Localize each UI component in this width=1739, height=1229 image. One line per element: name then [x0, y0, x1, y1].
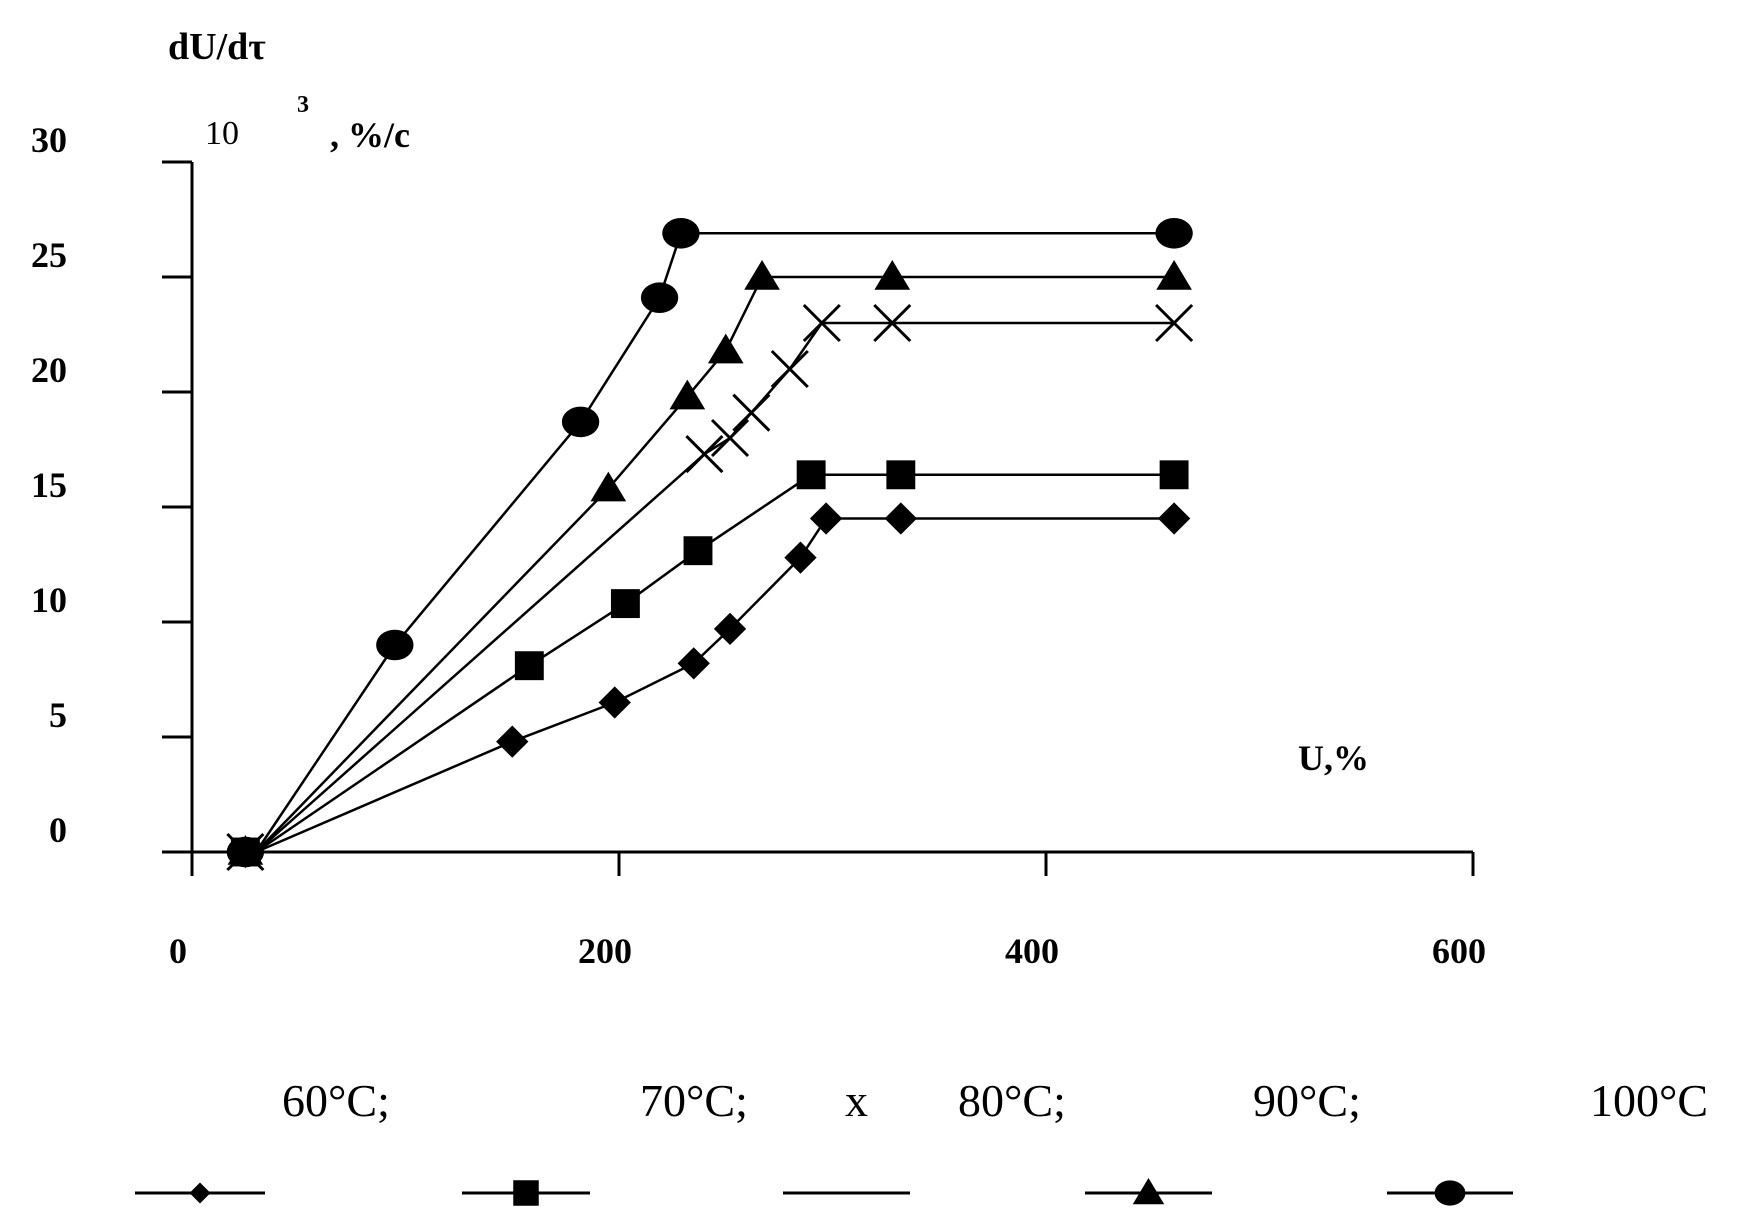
data-point-x [1155, 303, 1194, 343]
data-point-triangle [744, 260, 780, 290]
y-tick-label: 15 [31, 465, 67, 505]
data-point-x [873, 303, 912, 343]
data-point-square [514, 651, 544, 681]
data-point-square [886, 460, 916, 490]
legend-label-60c: 60°C; [282, 1075, 390, 1126]
data-point-circle [561, 406, 600, 438]
x-tick-label: 0 [169, 931, 187, 971]
data-point-triangle [669, 379, 706, 410]
data-point-diamond [713, 612, 747, 646]
data-point-circle [226, 836, 265, 868]
legend-marker-triangle [1132, 1178, 1165, 1205]
y-tick-label: 10 [31, 580, 67, 620]
data-point-x [710, 418, 750, 458]
y-tick-label: 0 [49, 810, 67, 850]
data-point-circle [662, 218, 700, 249]
data-point-x [770, 349, 809, 389]
data-point-circle [640, 282, 679, 314]
data-point-square [610, 589, 640, 619]
data-point-x [685, 435, 724, 474]
series-line-square [245, 473, 1175, 854]
data-point-diamond [677, 647, 710, 680]
legend-prefix-80c: x [845, 1075, 868, 1126]
data-point-triangle [1156, 260, 1192, 290]
x-tick-label: 200 [578, 931, 632, 971]
y-axis-exponent: 3 [297, 92, 309, 118]
data-point-diamond [809, 502, 843, 535]
legend-label-90c: 90°C; [1253, 1075, 1361, 1126]
legend-marker-diamond [189, 1182, 211, 1204]
data-point-circle [376, 629, 414, 661]
data-point-x [732, 393, 771, 432]
data-point-diamond [884, 502, 917, 535]
data-point-triangle [874, 260, 911, 290]
y-tick-label: 30 [31, 120, 67, 160]
data-point-square [1159, 460, 1189, 490]
x-axis-label: U,% [1298, 738, 1369, 778]
data-point-diamond [496, 725, 529, 758]
data-point-triangle [707, 333, 744, 364]
series-line-triangle [245, 275, 1175, 854]
x-tick-label: 400 [1005, 931, 1059, 971]
y-axis-multiplier: 10 [205, 115, 239, 152]
data-point-diamond [1157, 502, 1191, 535]
data-point-circle [1155, 218, 1193, 249]
legend-marker-square [513, 1180, 539, 1206]
data-point-x [802, 303, 841, 343]
series-line-diamond [245, 517, 1175, 854]
data-point-triangle [590, 471, 627, 502]
data-point-square [796, 460, 826, 490]
data-point-diamond [784, 541, 817, 574]
y-tick-label: 25 [31, 235, 67, 275]
x-tick-label: 600 [1432, 931, 1486, 971]
legend-label-70c: 70°C; [640, 1075, 748, 1126]
data-point-diamond [598, 686, 631, 719]
legend-marker-circle [1434, 1180, 1466, 1206]
y-tick-label: 5 [49, 695, 67, 735]
y-tick-label: 20 [31, 350, 67, 390]
y-axis-unit: , %/c [330, 115, 410, 155]
legend-label-100c: 100°C [1590, 1075, 1709, 1126]
y-axis-label: dU/dτ [168, 26, 266, 68]
series-line-x [245, 321, 1175, 854]
data-point-square [683, 536, 713, 566]
legend-label-80c: 80°C; [958, 1075, 1066, 1126]
